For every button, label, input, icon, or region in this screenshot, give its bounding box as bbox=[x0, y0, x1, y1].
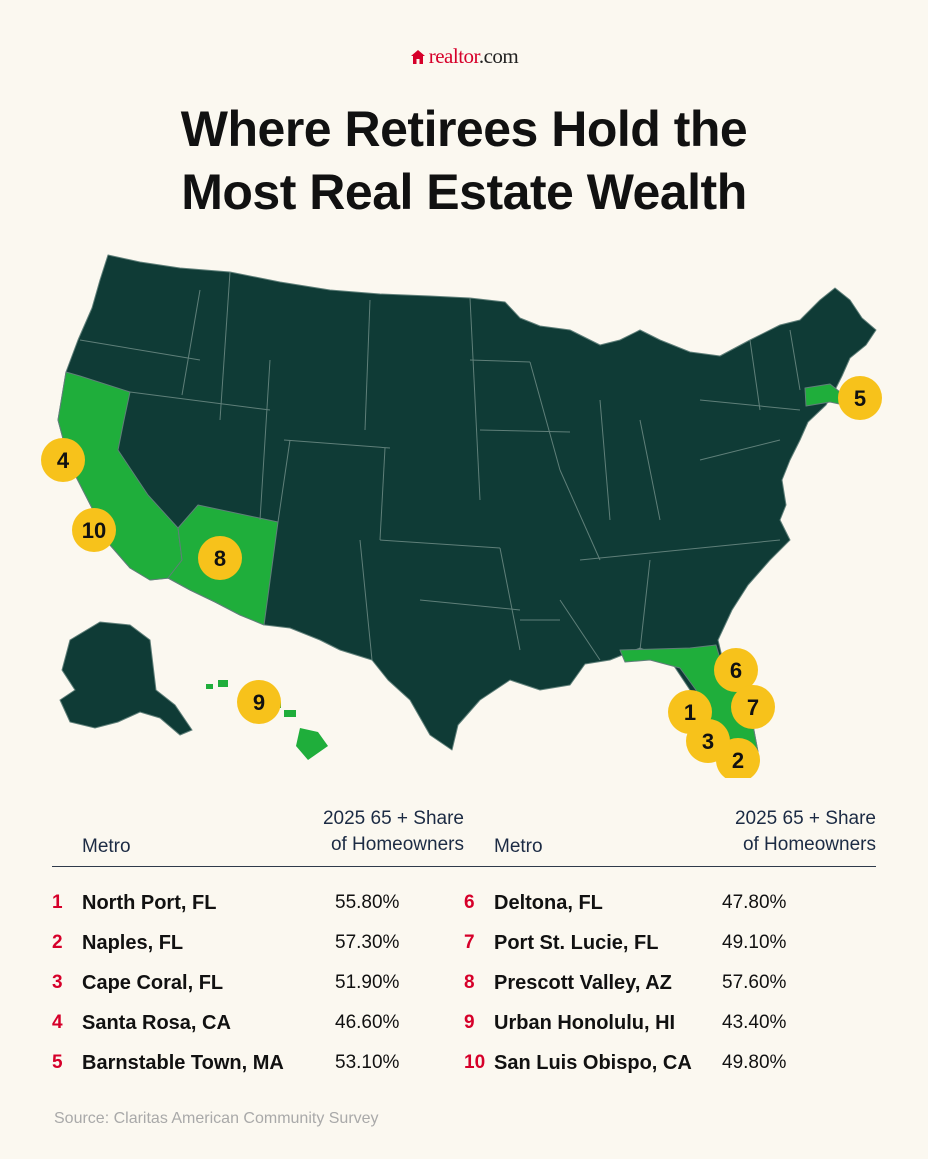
map-marker-label: 5 bbox=[854, 386, 866, 411]
header-share-line2: of Homeowners bbox=[330, 834, 464, 855]
row-rank: 4 bbox=[52, 1012, 63, 1033]
house-icon bbox=[410, 49, 425, 64]
header-share: 2025 65 + Share of Homeowners bbox=[676, 806, 876, 858]
table-header-left: Metro 2025 65 + Share of Homeowners bbox=[52, 806, 464, 866]
header-metro: Metro bbox=[494, 836, 543, 857]
row-rank: 8 bbox=[464, 972, 475, 993]
table-row: 10 San Luis Obispo, CA 49.80% bbox=[464, 1043, 876, 1083]
brand-logo: realtor.com bbox=[0, 44, 928, 69]
row-share: 51.90% bbox=[335, 972, 400, 993]
row-metro: Naples, FL bbox=[82, 931, 184, 954]
map-marker-10: 10 bbox=[72, 508, 116, 552]
row-share: 57.30% bbox=[335, 932, 400, 953]
row-share: 55.80% bbox=[335, 892, 400, 913]
page-title: Where Retirees Hold the Most Real Estate… bbox=[0, 98, 928, 224]
map-marker-8: 8 bbox=[198, 536, 242, 580]
table-row: 3 Cape Coral, FL 51.90% bbox=[52, 963, 464, 1003]
row-share: 43.40% bbox=[722, 1012, 787, 1033]
row-share: 49.80% bbox=[722, 1052, 787, 1073]
table-column-left: 1 North Port, FL 55.80% 2 Naples, FL 57.30% … bbox=[52, 883, 464, 1083]
map-marker-label: 10 bbox=[82, 518, 106, 543]
header-share: 2025 65 + Share of Homeowners bbox=[264, 806, 464, 858]
row-rank: 3 bbox=[52, 972, 63, 993]
row-share: 46.60% bbox=[335, 1012, 400, 1033]
map-marker-label: 8 bbox=[214, 546, 226, 571]
map-marker-9: 9 bbox=[237, 680, 281, 724]
title-line-1: Where Retirees Hold the bbox=[180, 101, 748, 157]
map-marker-3: 3 bbox=[686, 719, 730, 763]
row-metro: San Luis Obispo, CA bbox=[494, 1051, 692, 1074]
map-marker-7: 7 bbox=[731, 685, 775, 729]
map-marker-6: 6 bbox=[714, 648, 758, 692]
row-metro: Port St. Lucie, FL bbox=[494, 931, 659, 954]
table-column-right: 6 Deltona, FL 47.80% 7 Port St. Lucie, FL 49… bbox=[464, 883, 876, 1083]
brand-name-part2: .com bbox=[478, 44, 519, 68]
row-share: 53.10% bbox=[335, 1052, 400, 1073]
table-row: 2 Naples, FL 57.30% bbox=[52, 923, 464, 963]
row-metro: Barnstable Town, MA bbox=[82, 1051, 284, 1074]
row-metro: Deltona, FL bbox=[494, 891, 603, 914]
map-marker-label: 7 bbox=[747, 695, 759, 720]
map-marker-label: 4 bbox=[57, 448, 70, 473]
table-row: 7 Port St. Lucie, FL 49.10% bbox=[464, 923, 876, 963]
row-share: 49.10% bbox=[722, 932, 787, 953]
row-metro: Prescott Valley, AZ bbox=[494, 971, 672, 994]
table-row: 6 Deltona, FL 47.80% bbox=[464, 883, 876, 923]
row-rank: 10 bbox=[464, 1052, 486, 1073]
row-rank: 9 bbox=[464, 1012, 475, 1033]
map-marker-4: 4 bbox=[41, 438, 85, 482]
table-row: 8 Prescott Valley, AZ 57.60% bbox=[464, 963, 876, 1003]
table-header-right: Metro 2025 65 + Share of Homeowners bbox=[464, 806, 876, 866]
row-rank: 6 bbox=[464, 892, 475, 913]
header-share-line2: of Homeowners bbox=[742, 834, 876, 855]
map-marker-5: 5 bbox=[838, 376, 882, 420]
source-note: Source: Claritas American Community Surv… bbox=[54, 1110, 379, 1127]
map-marker-label: 9 bbox=[253, 690, 265, 715]
row-rank: 2 bbox=[52, 932, 63, 953]
state-alaska bbox=[59, 621, 193, 736]
header-metro: Metro bbox=[82, 836, 131, 857]
map-marker-label: 3 bbox=[702, 729, 714, 754]
table-row: 1 North Port, FL 55.80% bbox=[52, 883, 464, 923]
row-share: 47.80% bbox=[722, 892, 787, 913]
ranking-table: Metro 2025 65 + Share of Homeowners Metr… bbox=[52, 806, 876, 1083]
map-marker-label: 2 bbox=[732, 748, 744, 773]
row-metro: North Port, FL bbox=[82, 891, 217, 914]
map-marker-label: 6 bbox=[730, 658, 742, 683]
row-rank: 7 bbox=[464, 932, 475, 953]
title-line-2: Most Real Estate Wealth bbox=[181, 164, 747, 220]
header-share-line1: 2025 65 + Share bbox=[734, 808, 876, 829]
table-row: 9 Urban Honolulu, HI 43.40% bbox=[464, 1003, 876, 1043]
row-metro: Cape Coral, FL bbox=[82, 971, 224, 994]
row-rank: 1 bbox=[52, 892, 63, 913]
brand-name-part1: realtor bbox=[428, 44, 480, 68]
table-row: 5 Barnstable Town, MA 53.10% bbox=[52, 1043, 464, 1083]
header-share-line1: 2025 65 + Share bbox=[322, 808, 464, 829]
table-header: Metro 2025 65 + Share of Homeowners Metr… bbox=[52, 806, 876, 867]
row-rank: 5 bbox=[52, 1052, 63, 1073]
map-marker-label: 1 bbox=[684, 700, 696, 725]
table-row: 4 Santa Rosa, CA 46.60% bbox=[52, 1003, 464, 1043]
row-metro: Santa Rosa, CA bbox=[82, 1011, 231, 1034]
row-metro: Urban Honolulu, HI bbox=[494, 1011, 676, 1034]
row-share: 57.60% bbox=[722, 972, 787, 993]
